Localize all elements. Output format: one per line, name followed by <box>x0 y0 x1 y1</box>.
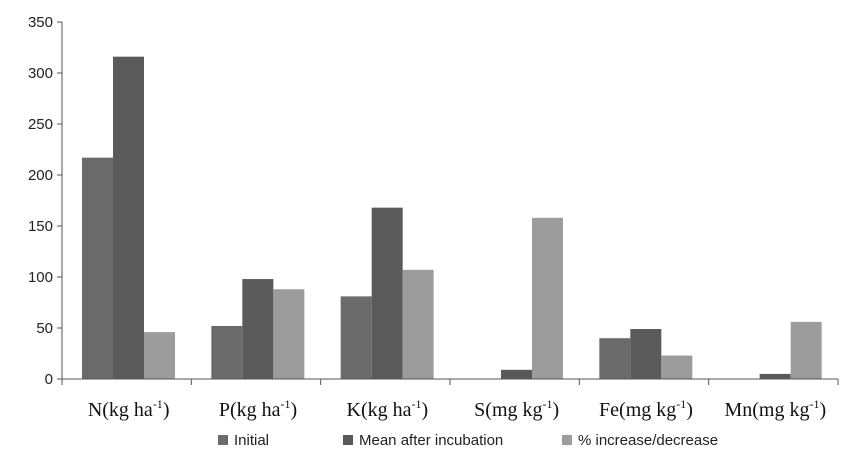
bar-mean-after-incubation <box>501 369 532 379</box>
x-tick-label: N(kg ha-1) <box>88 397 170 421</box>
y-tick-label: 0 <box>45 371 53 388</box>
bar-mean-after-incubation <box>759 373 791 379</box>
y-tick-label: 350 <box>28 14 53 31</box>
legend-label: % increase/decrease <box>578 432 718 449</box>
legend-label: Mean after incubation <box>359 432 503 449</box>
x-tick-label: K(kg ha-1) <box>347 397 429 421</box>
legend-label: Initial <box>234 432 269 449</box>
legend-swatch <box>343 435 353 445</box>
legend: Initial Mean after incubation % increase/d… <box>218 432 718 449</box>
x-axis: N(kg ha-1) P(kg ha-1) K(kg ha-1) S(mg kg-1)… <box>61 378 839 421</box>
legend-swatch <box>218 435 228 445</box>
bar-mean-after-incubation <box>113 56 144 380</box>
y-tick-label: 300 <box>28 65 53 82</box>
bar-percent-change <box>144 332 175 379</box>
y-tick-label: 100 <box>28 269 53 286</box>
bar-percent-change <box>273 289 305 379</box>
x-tick-label: P(kg ha-1) <box>219 397 297 421</box>
x-tick-label: Mn(mg kg-1) <box>724 397 826 421</box>
y-tick-label: 50 <box>36 320 53 337</box>
y-tick-label: 150 <box>28 218 53 235</box>
bar-initial <box>82 157 113 379</box>
bar-mean-after-incubation <box>371 207 403 379</box>
y-tick-label: 250 <box>28 116 53 133</box>
y-tick-label: 200 <box>28 167 53 184</box>
bar-percent-change <box>532 217 563 379</box>
bar-percent-change <box>402 269 434 379</box>
y-axis: 0 50 100 150 200 250 300 350 <box>28 14 63 388</box>
bar-initial <box>599 338 631 379</box>
legend-swatch <box>562 435 572 445</box>
x-tick-label: S(mg kg-1) <box>474 397 559 421</box>
bar-mean-after-incubation <box>630 329 662 379</box>
bar-percent-change <box>661 355 693 379</box>
bars <box>82 56 822 380</box>
bar-percent-change <box>790 321 822 379</box>
x-tick-label: Fe(mg kg-1) <box>599 397 693 421</box>
bar-initial <box>211 325 243 379</box>
bar-initial <box>340 296 372 379</box>
bar-mean-after-incubation <box>242 279 274 379</box>
